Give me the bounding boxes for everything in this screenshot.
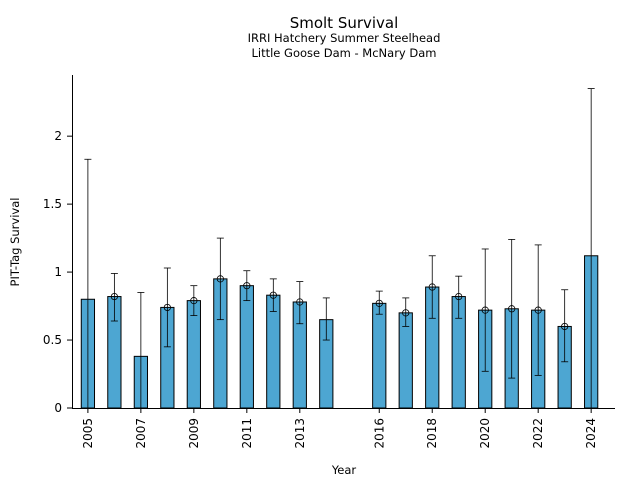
x-tick-label-2016: 2016 <box>372 418 386 449</box>
chart-subtitle-line-2: Little Goose Dam - McNary Dam <box>251 46 436 60</box>
point-marker-2010 <box>216 275 224 283</box>
x-axis-label: Year <box>331 463 357 477</box>
y-tick-label-2: 1 <box>54 265 62 279</box>
point-marker-2017 <box>402 309 410 317</box>
chart-subtitle-line-1: IRRI Hatchery Summer Steelhead <box>248 31 441 45</box>
point-marker-2018 <box>428 283 436 291</box>
bar-2012 <box>266 294 281 409</box>
x-tick-label-2009: 2009 <box>187 418 201 449</box>
x-tick-label-2022: 2022 <box>531 418 545 449</box>
point-marker-2020 <box>481 306 489 314</box>
bar-2016 <box>372 302 387 409</box>
y-axis-label: PIT-Tag Survival <box>8 198 22 287</box>
point-marker-2012 <box>269 291 277 299</box>
plot-area: 0 0.5 1 1.5 2 2005 2007 2009 2011 2013 2016 2018 202… <box>43 88 599 449</box>
y-tick-label-3: 1.5 <box>43 197 62 211</box>
point-marker-2006 <box>110 292 118 301</box>
bar-2009 <box>186 300 201 409</box>
bar-2011 <box>239 285 254 409</box>
chart-title: Smolt Survival <box>290 14 399 32</box>
x-tick-label-2011: 2011 <box>240 418 254 449</box>
x-tick-label-2020: 2020 <box>478 418 492 449</box>
y-tick-label-4: 2 <box>54 129 62 143</box>
x-tick-label-2007: 2007 <box>134 418 148 449</box>
point-marker-2019 <box>455 292 463 301</box>
point-marker-2013 <box>296 298 304 306</box>
x-tick-label-2024: 2024 <box>584 418 598 449</box>
x-tick-label-2013: 2013 <box>293 418 307 449</box>
bar-2017 <box>398 312 413 409</box>
point-marker-2022 <box>534 306 542 314</box>
x-tick-label-2005: 2005 <box>81 418 95 449</box>
y-tick-label-1: 0.5 <box>43 333 62 347</box>
point-marker-2016 <box>375 299 383 307</box>
x-tick-label-2018: 2018 <box>425 418 439 449</box>
point-marker-2023 <box>561 322 569 331</box>
point-marker-2011 <box>243 282 251 290</box>
y-tick-label-0: 0 <box>54 401 62 415</box>
point-marker-2009 <box>190 297 198 305</box>
point-marker-2008 <box>163 303 171 312</box>
point-marker-2021 <box>508 305 516 313</box>
